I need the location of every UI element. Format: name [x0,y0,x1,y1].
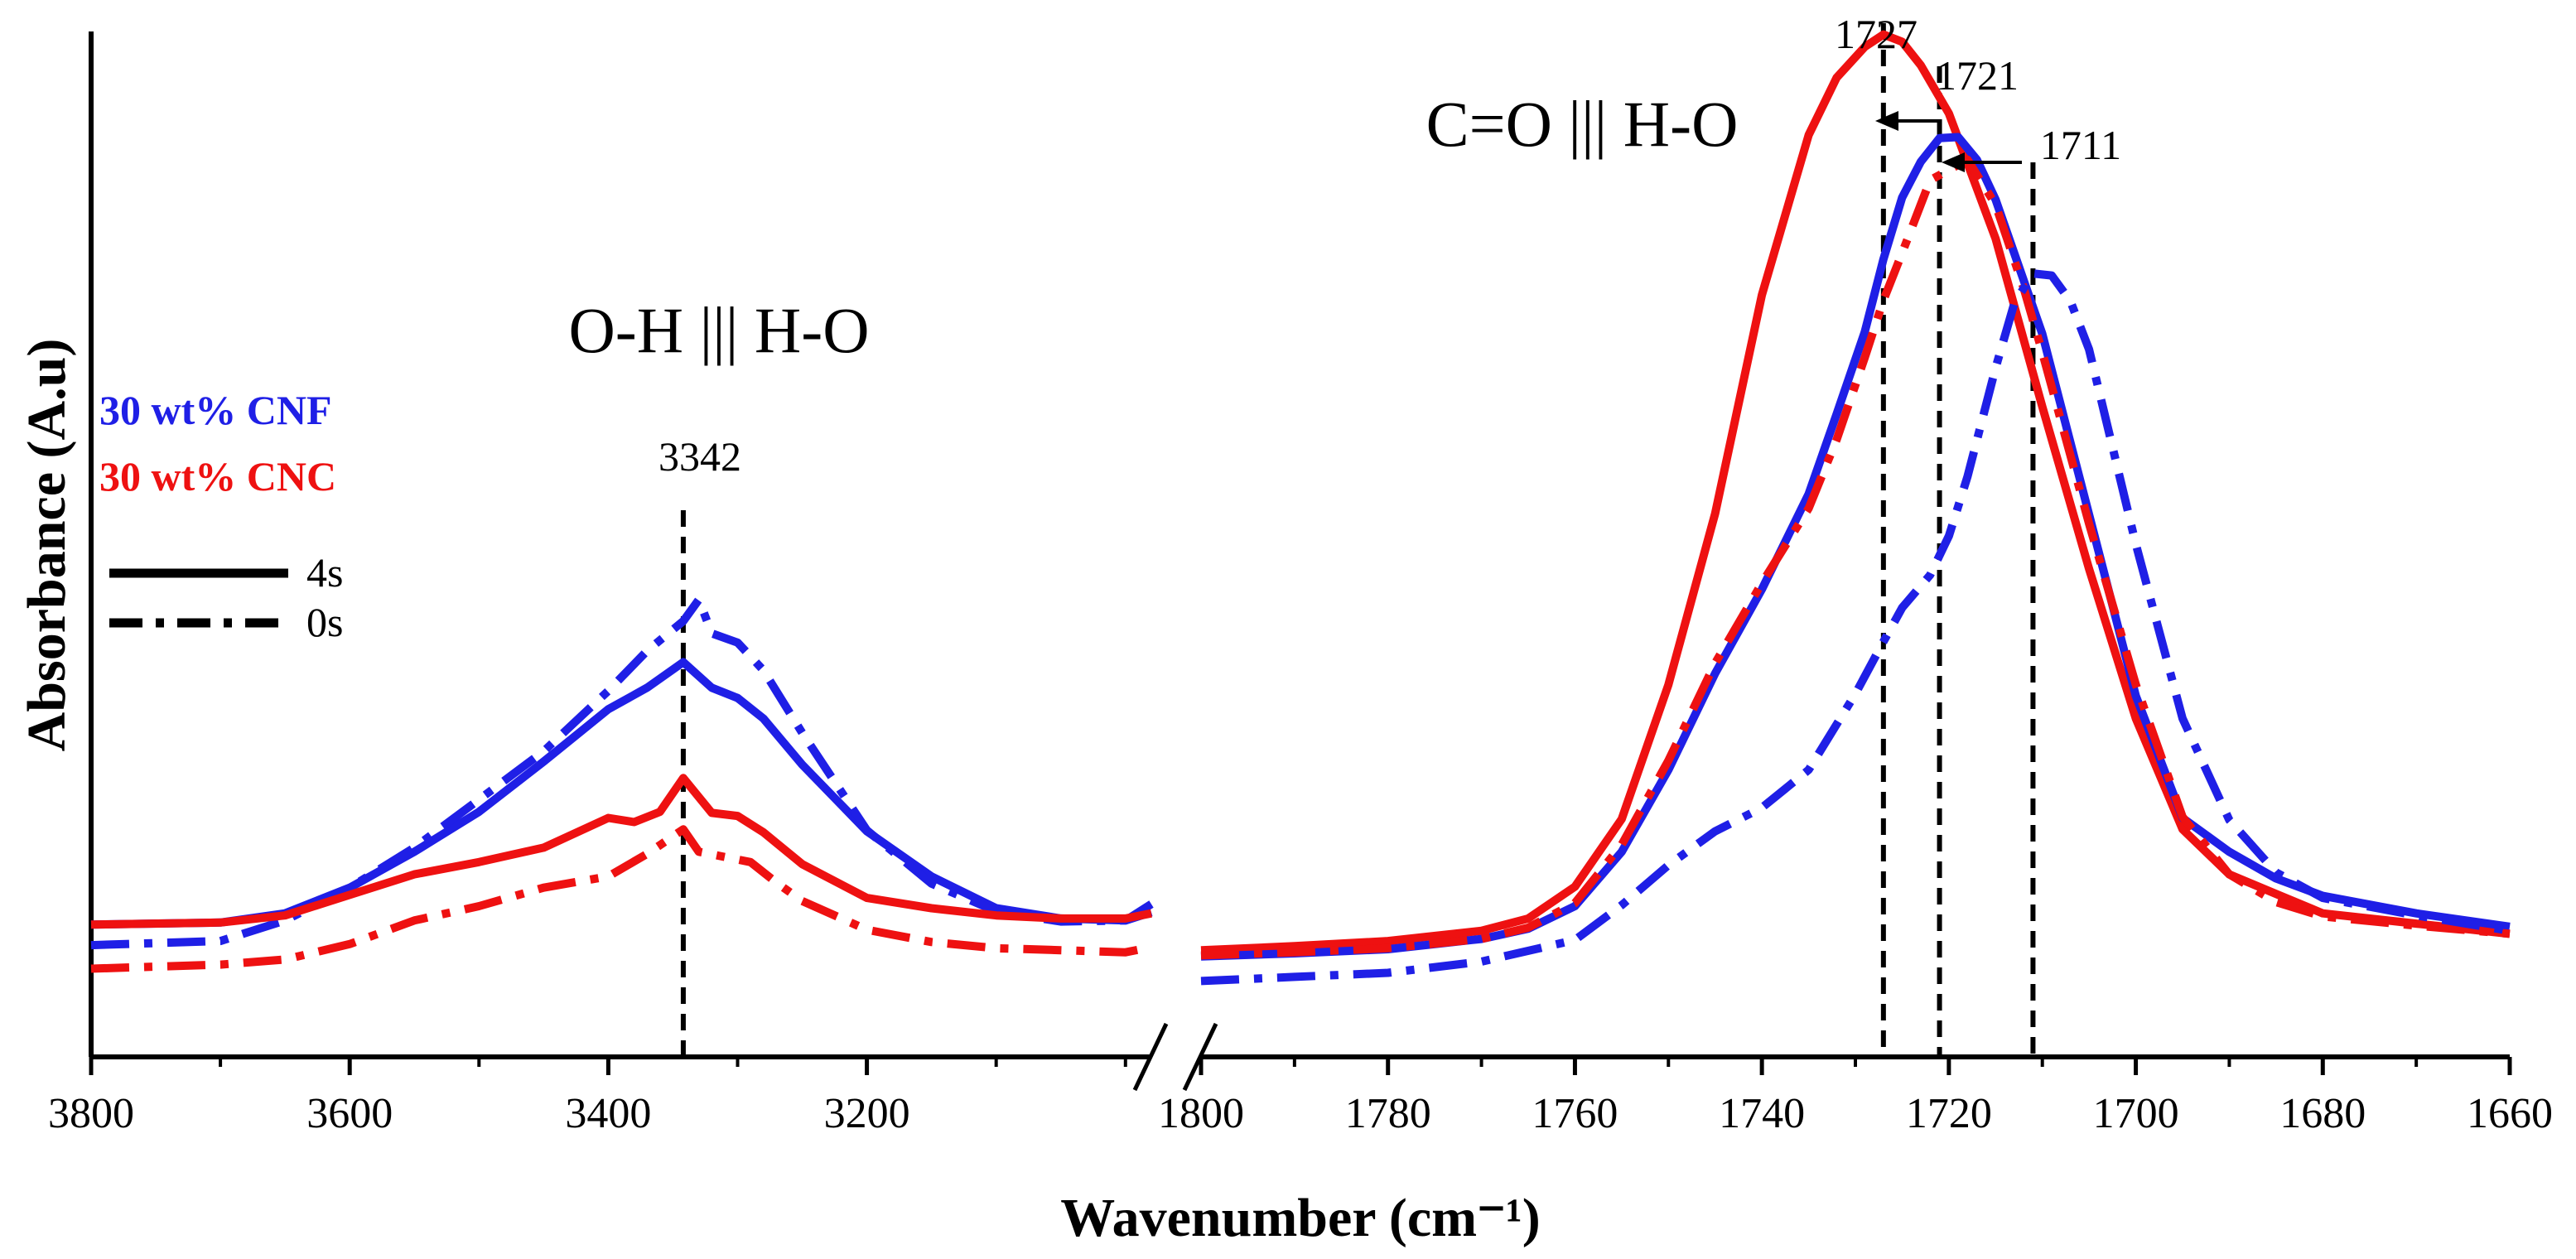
series-30-wt-cnc-0s-left [90,825,1152,973]
axes [89,31,2510,1092]
x-axis-title: Wavenumber (cm⁻¹) [1060,1188,1541,1248]
x-tick-label: 1700 [2093,1090,2179,1137]
series-30-wt-cnf-0s-left [90,595,1153,950]
series-30-wt-cnf-0s-right [1200,269,2511,986]
peak-label-1711: 1711 [2040,122,2121,168]
shift-arrow-1721-1711-head [1942,152,1965,172]
series-30-wt-cnc-4s-right [1200,30,2511,955]
x-tick-label: 1800 [1158,1090,1244,1137]
x-tick-labels: 3800 3600 3400 3200 1800 1780 1760 1740 1720 1700… [48,1090,2553,1137]
series-30-wt-cnc-0s-right [1200,155,2511,960]
legend-0s-label: 0s [306,599,343,645]
series-30-wt-cnc-4s-left [90,774,1152,929]
x-tick-label: 1780 [1345,1090,1431,1137]
series-lines [90,30,2511,986]
peak-label-1727: 1727 [1835,11,1918,57]
series-30-wt-cnf-4s-left [90,658,1154,929]
peak-shift-arrows [1875,111,2022,172]
x-tick-label: 3200 [824,1090,910,1137]
x-tick-label: 1660 [2467,1090,2553,1137]
legend-4s-label: 4s [306,549,343,596]
x-tick-label: 1720 [1906,1090,1992,1137]
co-band-annotation: C=O ||| H-O [1426,88,1739,160]
peak-label-1721: 1721 [1936,52,2019,99]
x-tick-label: 3400 [565,1090,651,1137]
x-tick-label: 1760 [1532,1090,1618,1137]
shift-arrow-1727-1721-head [1875,111,1898,131]
legend: 30 wt% CNF 30 wt% CNC 4s 0s [99,387,343,645]
y-axis-title: Absorbance (A.u) [17,339,77,752]
legend-cnf-label: 30 wt% CNF [99,387,332,433]
series-30-wt-cnf-4s-right [1200,133,2511,961]
legend-cnc-label: 30 wt% CNC [99,453,336,499]
oh-band-annotation: O-H ||| H-O [568,294,869,366]
x-tick-label: 3800 [48,1090,134,1137]
x-tick-label: 3600 [306,1090,393,1137]
x-tick-label: 1740 [1719,1090,1805,1137]
x-tick-label: 1680 [2279,1090,2366,1137]
peak-label-3342: 3342 [658,433,741,480]
x-ticks [89,1057,2512,1075]
